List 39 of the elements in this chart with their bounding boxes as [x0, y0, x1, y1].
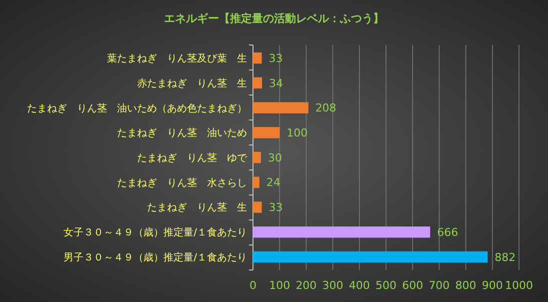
y-tick-label: たまねぎ りん茎 油いため	[117, 127, 247, 140]
x-tick-label: 100	[269, 279, 290, 292]
data-label: 34	[269, 76, 284, 90]
data-label: 24	[266, 176, 280, 190]
x-tick-label: 1000	[505, 279, 533, 292]
bar	[253, 202, 262, 213]
x-tick-label: 900	[482, 279, 503, 292]
x-tick-label: 300	[322, 279, 344, 292]
data-label: 30	[268, 151, 282, 164]
bar	[253, 176, 260, 188]
x-tick-label: 500	[376, 279, 396, 292]
x-tick-label: 800	[455, 279, 476, 292]
x-tick-label: 0	[250, 279, 256, 292]
y-tick-label: たまねぎ りん茎 生	[147, 202, 247, 214]
bar	[253, 127, 280, 138]
x-tick-label: 400	[348, 279, 370, 292]
x-tick-label: 700	[428, 279, 450, 292]
y-tick-label: たまねぎ りん茎 ゆで	[137, 152, 248, 164]
bar	[253, 102, 308, 114]
bar	[253, 251, 488, 263]
data-label: 33	[268, 52, 283, 65]
y-tick-label: たまねぎ りん茎 油いため（あめ色たまねぎ）	[27, 102, 247, 114]
data-label: 882	[494, 250, 516, 264]
y-tick-label: 赤たまねぎ りん茎 生	[137, 77, 247, 90]
data-label: 208	[315, 102, 336, 115]
y-tick-label: たまねぎ りん茎 水さらし	[117, 176, 247, 189]
data-label: 33	[268, 201, 283, 214]
bar	[253, 152, 261, 164]
bar	[253, 52, 262, 64]
x-tick-label: 600	[402, 279, 424, 292]
y-tick-label: 男子３０～４９（歳）推定量/１食あたり	[64, 251, 247, 264]
y-tick-label: 葉たまねぎ りん茎及び葉 生	[107, 52, 247, 65]
y-tick-label: 女子３０～４９（歳）推定量/１食あたり	[64, 226, 247, 239]
chart-title: エネルギー【推定量の活動レベル：ふつう】	[164, 12, 384, 25]
data-label: 100	[286, 126, 308, 140]
x-tick-label: 200	[296, 279, 317, 292]
bar	[253, 77, 262, 89]
data-label: 666	[437, 226, 458, 239]
bar	[253, 226, 430, 238]
